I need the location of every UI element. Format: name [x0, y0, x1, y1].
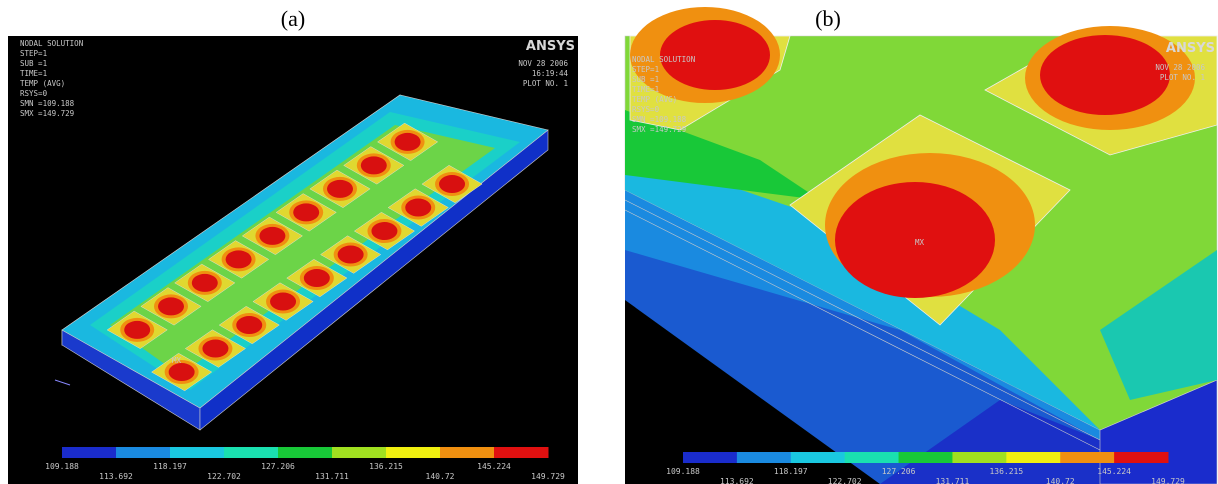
solution-info: NODAL SOLUTION	[20, 39, 83, 48]
colorbar-label: 127.206	[882, 467, 916, 476]
colorbar-label: 131.711	[315, 472, 349, 481]
colorbar-label: 118.197	[153, 462, 187, 471]
colorbar-segment	[899, 452, 953, 463]
colorbar-segment	[1060, 452, 1114, 463]
plot-stamp: NOV 28 2006	[518, 59, 568, 68]
colorbar-label: 118.197	[774, 467, 808, 476]
colorbar-segment	[683, 452, 737, 463]
pad-core	[361, 156, 387, 174]
solution-info: RSYS=0	[20, 89, 48, 98]
solution-info: SMN =109.188	[20, 99, 75, 108]
pad-core	[439, 175, 465, 193]
ansys-logo: ANSYS	[1166, 41, 1215, 56]
solution-info: RSYS=0	[632, 105, 660, 114]
panel-a	[8, 36, 578, 484]
solution-info: STEP=1	[20, 49, 47, 58]
colorbar-segment	[278, 447, 333, 458]
plot-stamp: PLOT NO. 1	[1160, 73, 1205, 82]
pad-core	[226, 250, 252, 268]
colorbar-segment	[116, 447, 171, 458]
max-marker: MX	[915, 238, 925, 247]
max-marker: MX	[172, 356, 182, 365]
colorbar-segment	[952, 452, 1006, 463]
colorbar-segment	[224, 447, 279, 458]
pad-core	[169, 363, 195, 381]
colorbar-segment	[494, 447, 549, 458]
pad-core	[202, 340, 228, 358]
plot-stamp: PLOT NO. 1	[523, 79, 568, 88]
colorbar-label: 122.702	[207, 472, 241, 481]
colorbar-segment	[332, 447, 387, 458]
pad-core	[270, 293, 296, 311]
colorbar-label: 113.692	[99, 472, 133, 481]
plot-stamp: NOV 28 2006	[1155, 63, 1205, 72]
ansys-logo: ANSYS	[526, 39, 575, 54]
colorbar-label: 131.711	[936, 477, 970, 484]
colorbar-label: 145.224	[1097, 467, 1131, 476]
pad-core	[259, 227, 285, 245]
solution-info: SUB =1	[632, 75, 659, 84]
colorbar-segment	[845, 452, 899, 463]
solution-info: SMN =109.188	[632, 115, 687, 124]
solution-info: TIME=1	[20, 69, 47, 78]
panel-label: (a)	[281, 6, 305, 31]
solution-info: TEMP (AVG)	[20, 79, 65, 88]
plot-stamp: 16:19:44	[532, 69, 569, 78]
pad-core	[293, 203, 319, 221]
panel-label: (b)	[815, 6, 841, 31]
pad-core	[192, 274, 218, 292]
pad-core	[236, 316, 262, 334]
solution-info: TIME=1	[632, 85, 659, 94]
colorbar-label: 109.188	[666, 467, 700, 476]
solution-info: TEMP (AVG)	[632, 95, 677, 104]
colorbar-segment	[737, 452, 791, 463]
colorbar-label: 149.729	[1151, 477, 1185, 484]
solution-info: SMX =149.729	[632, 125, 686, 134]
pad-core	[158, 297, 184, 315]
colorbar-label: 140.72	[1046, 477, 1075, 484]
figure: (a) (b) ANSYSNODAL SOLUTIONS	[0, 0, 1218, 484]
pad-core	[338, 246, 364, 264]
colorbar-label: 149.729	[531, 472, 565, 481]
colorbar-label: 122.702	[828, 477, 862, 484]
colorbar-label: 145.224	[477, 462, 511, 471]
pad-core	[371, 222, 397, 240]
pad-core	[304, 269, 330, 287]
pad-core	[327, 180, 353, 198]
colorbar-segment	[170, 447, 225, 458]
colorbar-label: 127.206	[261, 462, 295, 471]
solution-info: SMX =149.729	[20, 109, 74, 118]
colorbar-segment	[1006, 452, 1060, 463]
colorbar-label: 113.692	[720, 477, 754, 484]
colorbar-label: 109.188	[45, 462, 79, 471]
colorbar-label: 136.215	[989, 467, 1023, 476]
colorbar-segment	[62, 447, 117, 458]
colorbar-segment	[440, 447, 495, 458]
solution-info: NODAL SOLUTION	[632, 55, 695, 64]
pad-core	[124, 321, 150, 339]
colorbar-label: 136.215	[369, 462, 403, 471]
solution-info: SUB =1	[20, 59, 47, 68]
colorbar-segment	[1114, 452, 1168, 463]
colorbar-segment	[386, 447, 441, 458]
pad-core	[395, 133, 421, 151]
solution-info: STEP=1	[632, 65, 659, 74]
colorbar-label: 140.72	[426, 472, 455, 481]
pad-core	[405, 199, 431, 217]
colorbar-segment	[791, 452, 845, 463]
